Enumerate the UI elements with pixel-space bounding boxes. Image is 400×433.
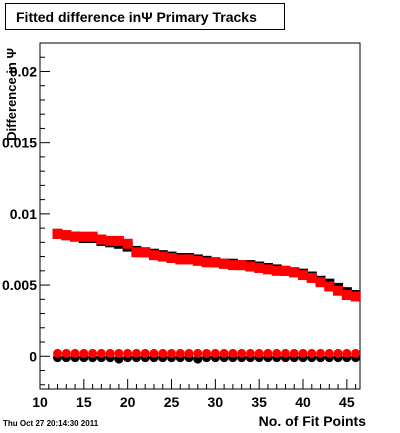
series-1-point (122, 238, 133, 249)
title-box: Fitted difference inΨ Primary Tracks (5, 3, 285, 30)
series-3-point (105, 348, 115, 358)
x-tick-label: 40 (295, 394, 311, 410)
series-3-point (316, 348, 326, 358)
series-3-point (307, 348, 317, 358)
chart-title: Fitted difference inΨ Primary Tracks (16, 9, 257, 25)
series-1-point (341, 290, 352, 301)
series-3-point (53, 348, 63, 358)
y-tick-label: 0.005 (2, 277, 37, 293)
series-3-point (210, 348, 220, 358)
series-3-point (342, 348, 352, 358)
series-3-point (70, 348, 80, 358)
series-3-point (254, 348, 264, 358)
series-3-point (263, 348, 273, 358)
series-1-point (148, 250, 159, 261)
series-1-point (245, 261, 256, 272)
series-3-point (149, 348, 159, 358)
series-1-point (96, 234, 107, 245)
series-3-point (333, 348, 343, 358)
series-3-point (114, 348, 124, 358)
series-1-point (227, 260, 238, 271)
series-1-point (219, 258, 230, 269)
series-3-point (175, 348, 185, 358)
series-1-point (306, 272, 317, 283)
series-1-point (61, 230, 72, 241)
series-3-point (237, 348, 247, 358)
series-3-point (228, 348, 238, 358)
series-1-point (280, 265, 291, 276)
series-1-point (52, 228, 63, 239)
series-1-point (271, 265, 282, 276)
series-3-point (280, 348, 290, 358)
series-3-point (245, 348, 255, 358)
x-tick-label: 20 (120, 394, 136, 410)
series-3-point (167, 348, 177, 358)
series-1-point (236, 260, 247, 271)
series-1-point (298, 270, 309, 281)
plot-frame (39, 42, 361, 390)
series-1-point (262, 264, 273, 275)
series-1-point (333, 285, 344, 296)
series-3-point (193, 348, 203, 358)
series-1-point (184, 254, 195, 265)
series-1-point (289, 267, 300, 278)
series-3-point (158, 348, 168, 358)
series-1-point (210, 257, 221, 268)
y-tick-label: 0.02 (10, 63, 37, 79)
series-3-point (131, 348, 141, 358)
series-3-point (140, 348, 150, 358)
series-1-point (324, 281, 335, 292)
x-tick-label: 45 (339, 394, 355, 410)
series-3-point (272, 348, 282, 358)
y-tick-label: 0.01 (10, 206, 37, 222)
series-1-point (192, 255, 203, 266)
series-1-point (78, 231, 89, 242)
series-1-point (201, 257, 212, 268)
series-3-point (88, 348, 98, 358)
x-tick-label: 30 (208, 394, 224, 410)
series-3-point (298, 348, 308, 358)
series-3-point (61, 348, 71, 358)
series-3-point (79, 348, 89, 358)
series-1-point (175, 254, 186, 265)
x-tick-label: 10 (32, 394, 48, 410)
x-axis-label: No. of Fit Points (259, 413, 367, 429)
series-3-point (219, 348, 229, 358)
series-1-point (166, 253, 177, 264)
series-1-point (105, 235, 116, 246)
series-1-point (113, 235, 124, 246)
series-3-point (123, 348, 133, 358)
series-3-point (96, 348, 106, 358)
x-tick-label: 35 (251, 394, 267, 410)
series-1-point (315, 277, 326, 288)
series-1-point (157, 251, 168, 262)
series-3-point (324, 348, 334, 358)
y-axis-label: Difference in Ψ (4, 48, 19, 141)
series-3-point (351, 348, 361, 358)
y-tick-label: 0 (29, 348, 37, 364)
series-1-point (70, 231, 81, 242)
y-tick-label: 0.015 (2, 135, 37, 151)
x-tick-label: 25 (164, 394, 180, 410)
series-1-point (350, 291, 361, 302)
x-tick-label: 15 (76, 394, 92, 410)
series-1-point (131, 247, 142, 258)
timestamp: Thu Oct 27 20:14:30 2011 (3, 419, 99, 428)
series-1-point (254, 262, 265, 273)
series-3-point (184, 348, 194, 358)
series-3-point (289, 348, 299, 358)
series-3-point (202, 348, 212, 358)
series-1-point (87, 231, 98, 242)
series-1-point (140, 247, 151, 258)
